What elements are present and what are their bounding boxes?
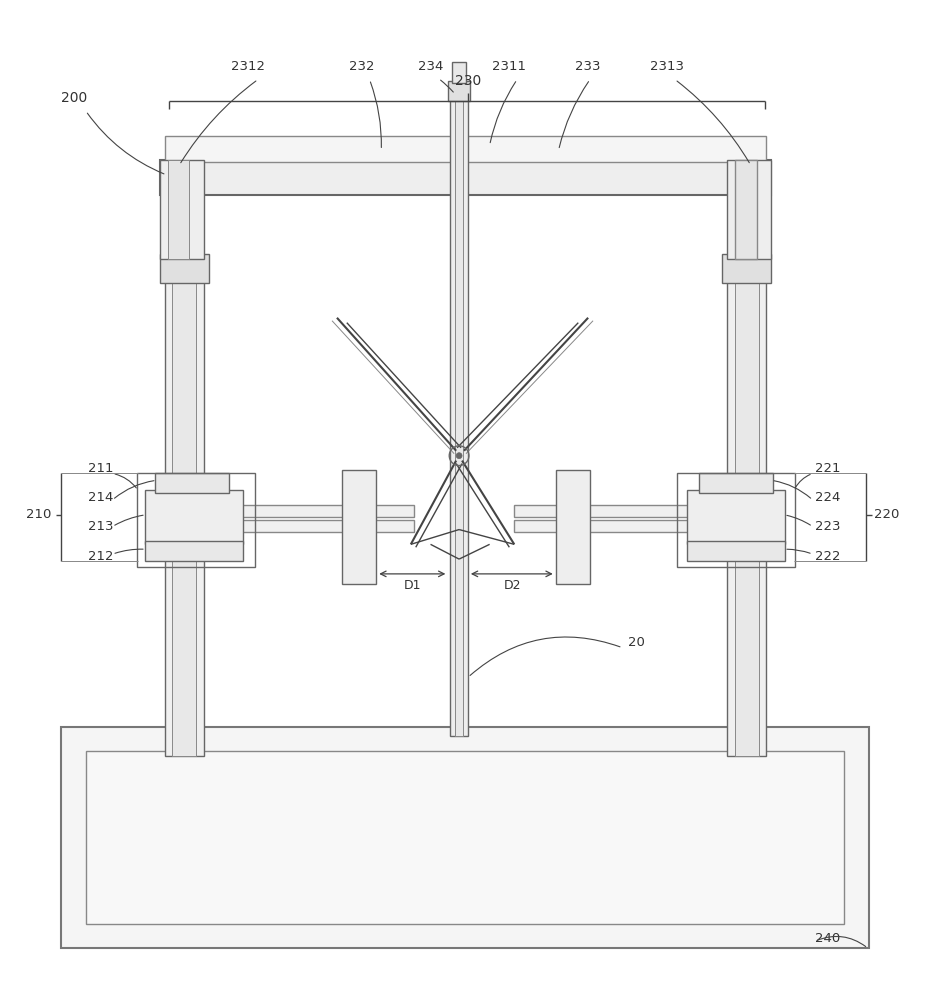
Bar — [735, 160, 757, 259]
Bar — [165, 269, 204, 756]
Bar — [452, 62, 466, 83]
Text: 2313: 2313 — [650, 60, 684, 73]
Bar — [137, 473, 255, 567]
Text: 211: 211 — [88, 462, 114, 475]
Bar — [727, 160, 772, 259]
Bar — [168, 160, 189, 259]
Bar — [699, 473, 774, 493]
Bar — [165, 136, 766, 162]
Bar — [687, 541, 785, 561]
Text: 212: 212 — [88, 550, 114, 563]
Text: 20: 20 — [627, 636, 644, 649]
Bar — [187, 520, 413, 532]
Bar — [448, 81, 470, 101]
Bar — [451, 96, 468, 736]
Text: 210: 210 — [26, 508, 51, 521]
Bar — [155, 473, 229, 493]
Text: D1: D1 — [404, 579, 422, 592]
Text: 214: 214 — [88, 491, 113, 504]
Bar — [514, 505, 741, 517]
Text: 213: 213 — [88, 520, 114, 533]
Bar — [514, 520, 741, 532]
Text: 232: 232 — [349, 60, 374, 73]
Bar — [556, 470, 590, 584]
Bar — [455, 96, 463, 736]
Text: 2312: 2312 — [231, 60, 265, 73]
Text: 233: 233 — [575, 60, 600, 73]
Text: 200: 200 — [61, 91, 88, 105]
Text: 222: 222 — [815, 550, 840, 563]
Bar — [86, 751, 844, 924]
Bar — [61, 727, 869, 948]
Text: 234: 234 — [418, 60, 443, 73]
Bar — [727, 269, 766, 756]
Bar — [677, 473, 795, 567]
Bar — [145, 541, 243, 561]
Text: 224: 224 — [815, 491, 840, 504]
Bar — [342, 470, 376, 584]
Bar — [187, 505, 413, 517]
Bar — [159, 160, 772, 195]
Text: 2311: 2311 — [492, 60, 526, 73]
Bar — [172, 269, 196, 756]
Text: 221: 221 — [815, 462, 840, 475]
Bar — [735, 269, 759, 756]
Bar — [159, 160, 204, 259]
Text: D2: D2 — [504, 579, 521, 592]
Text: 240: 240 — [815, 932, 840, 945]
Text: 230: 230 — [455, 74, 481, 88]
Bar — [722, 254, 772, 283]
Bar — [687, 490, 785, 544]
Bar — [145, 490, 243, 544]
Bar — [159, 254, 209, 283]
Circle shape — [456, 453, 462, 459]
Text: 223: 223 — [815, 520, 840, 533]
Text: 220: 220 — [874, 508, 899, 521]
